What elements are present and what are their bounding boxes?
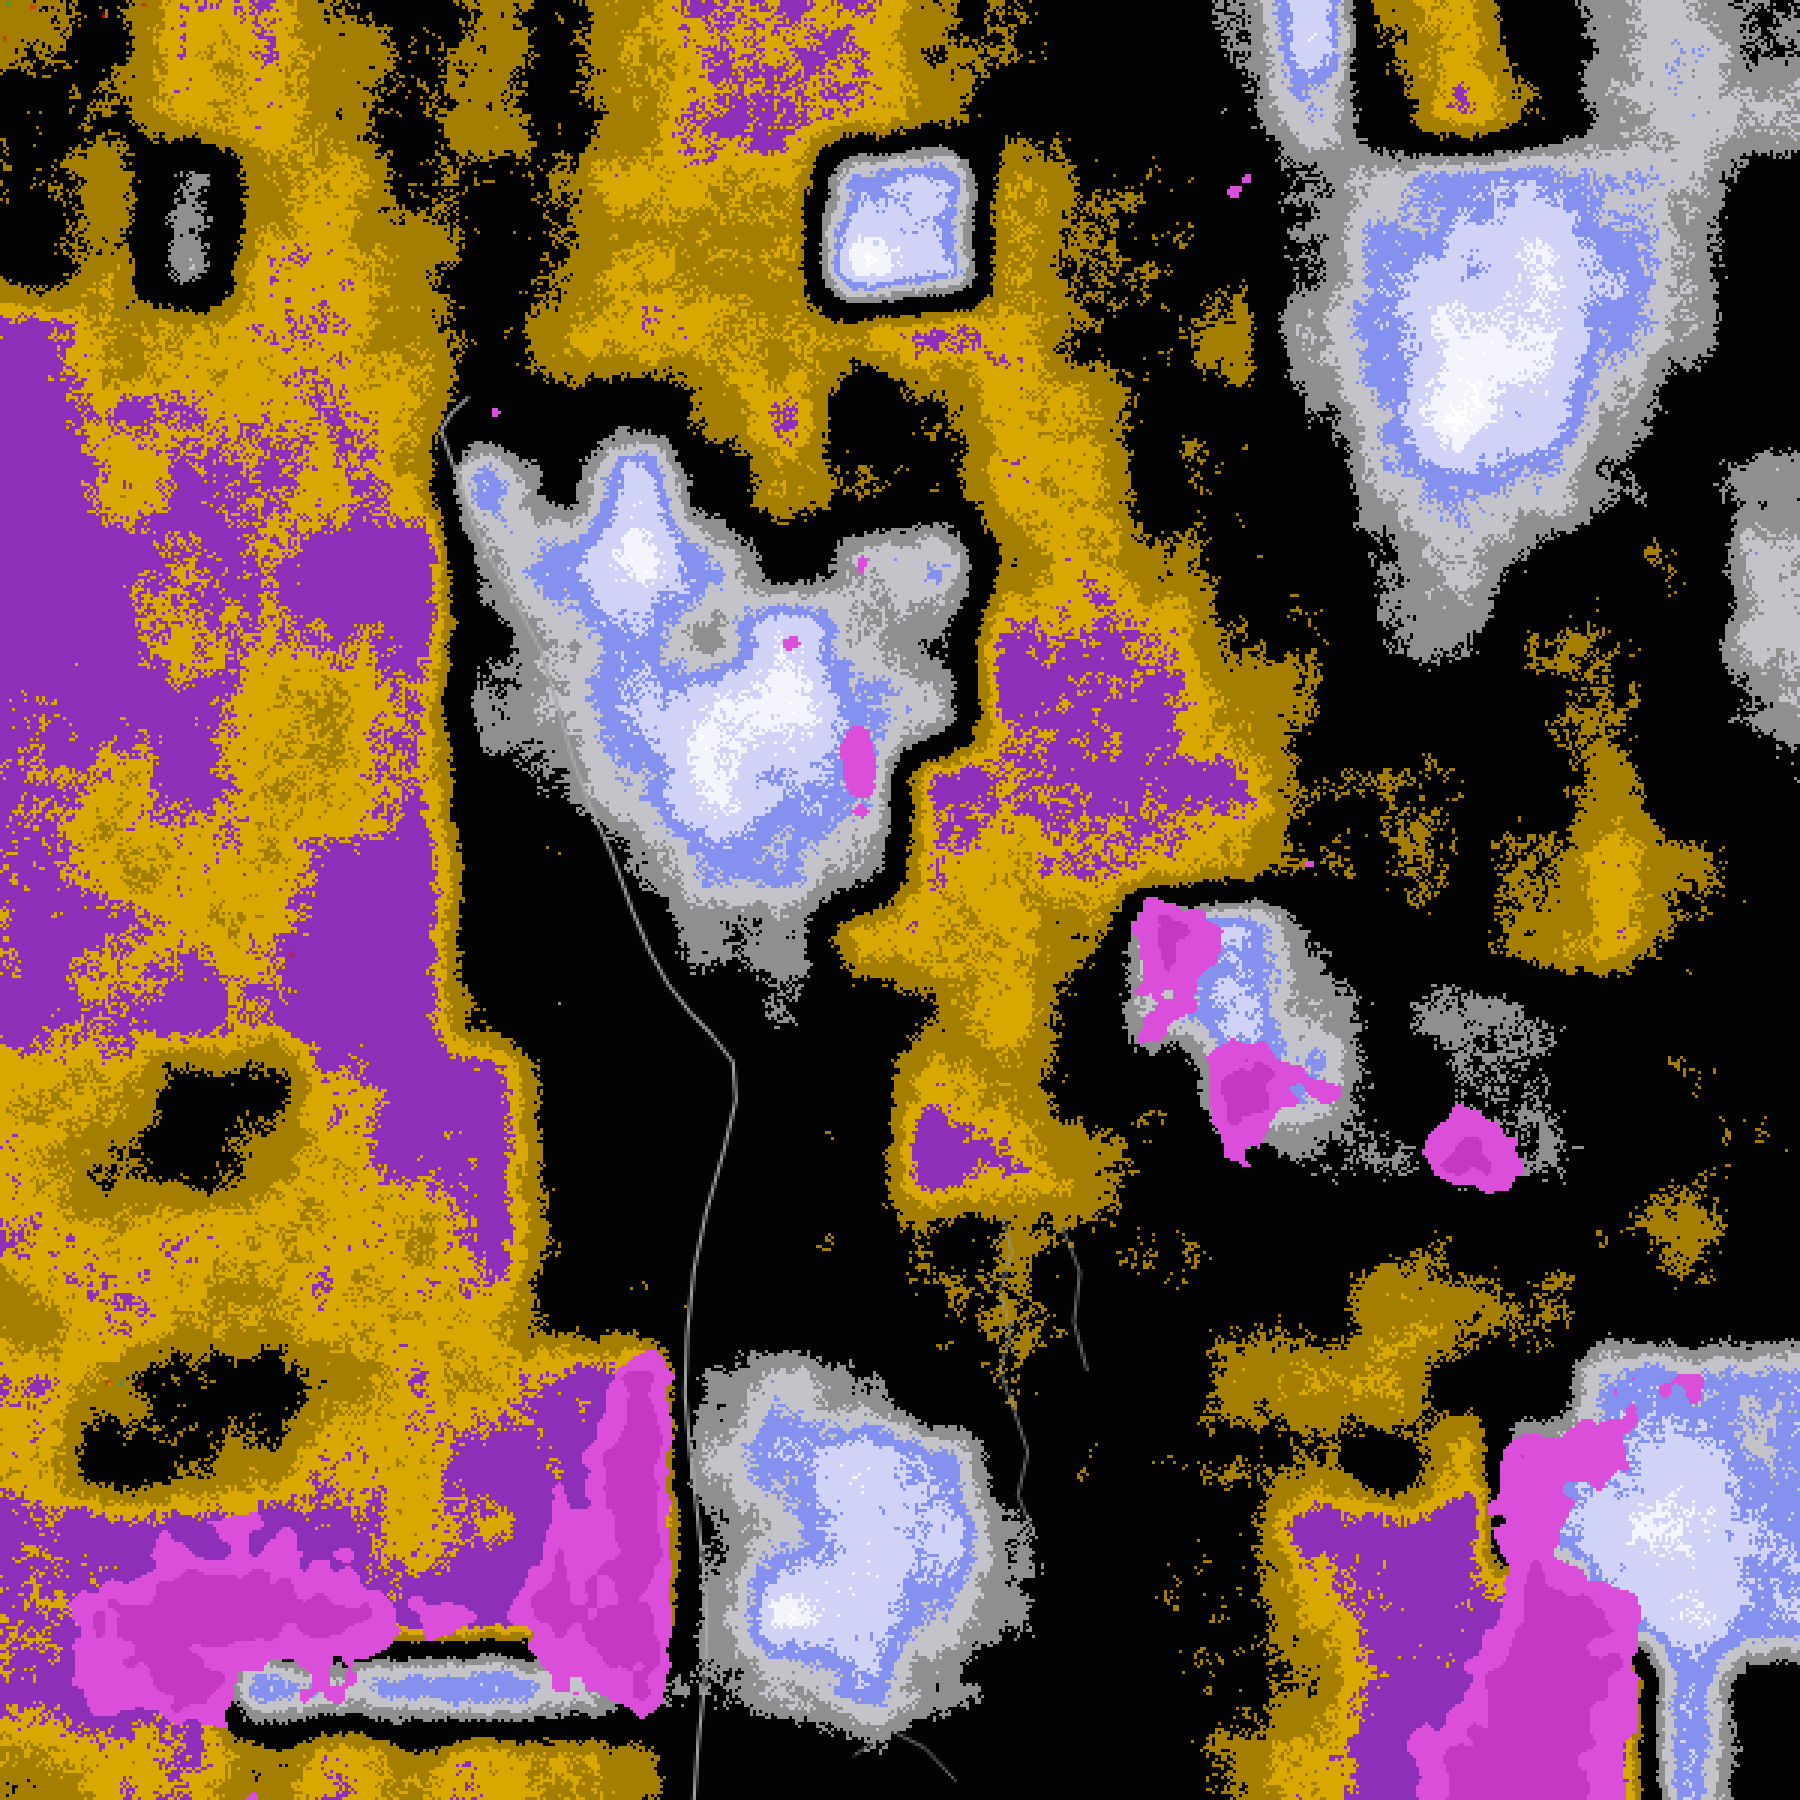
- satellite-image-canvas: [0, 0, 1800, 1800]
- satellite-view: [0, 0, 1800, 1800]
